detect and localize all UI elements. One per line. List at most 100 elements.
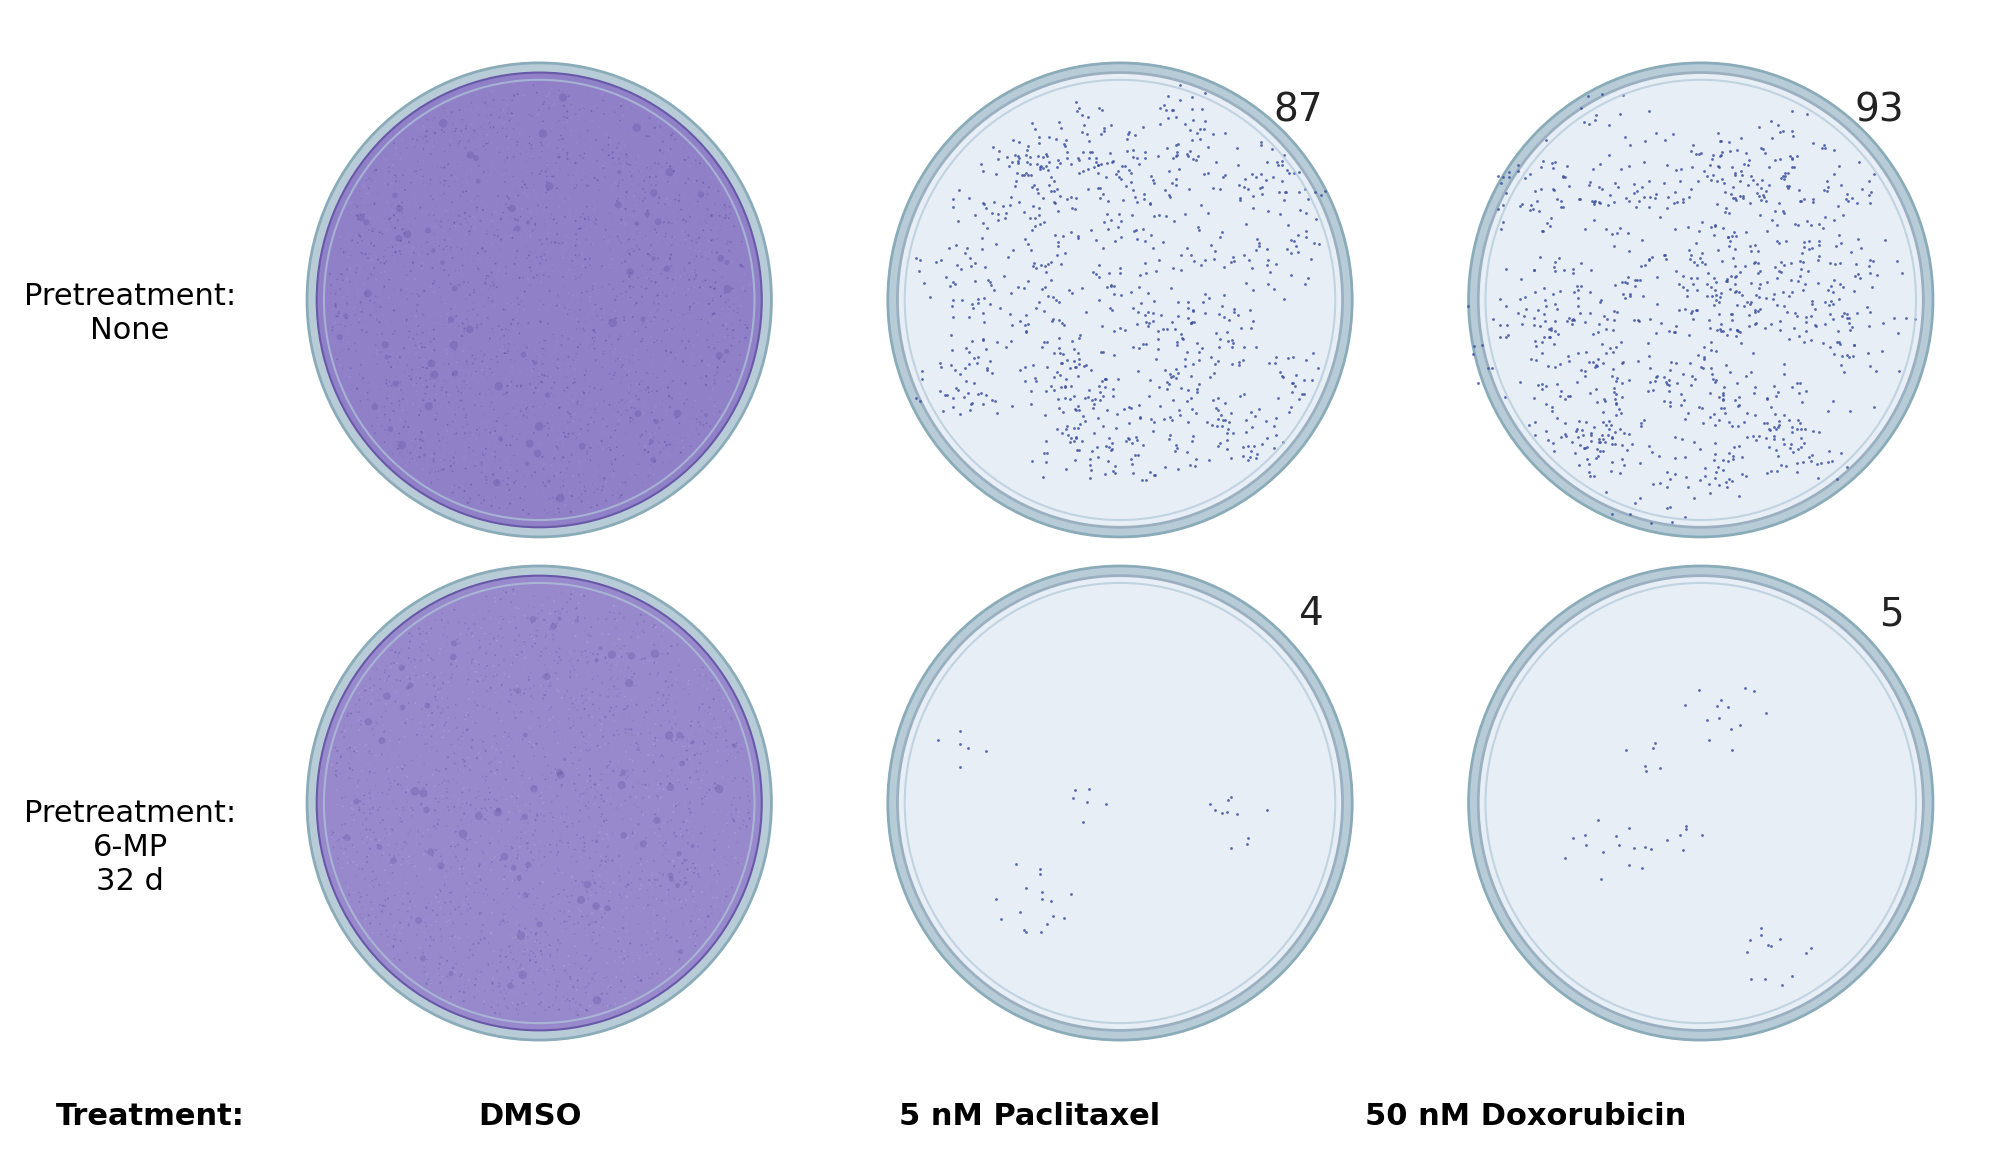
Point — [450, 711, 482, 729]
Point — [1040, 419, 1072, 438]
Point — [700, 779, 732, 798]
Point — [552, 603, 584, 621]
Point — [440, 848, 472, 866]
Point — [1562, 411, 1594, 430]
Point — [388, 672, 420, 691]
Point — [466, 397, 498, 416]
Point — [1886, 264, 1918, 282]
Point — [416, 110, 448, 129]
Point — [330, 304, 362, 323]
Point — [712, 217, 744, 236]
Point — [594, 259, 626, 277]
Point — [628, 816, 660, 835]
Point — [1290, 180, 1322, 199]
Point — [518, 947, 550, 966]
Point — [548, 483, 580, 502]
Point — [524, 315, 556, 333]
Point — [578, 621, 610, 640]
Point — [366, 868, 398, 887]
Point — [1562, 373, 1594, 391]
Point — [1600, 384, 1632, 403]
Point — [518, 175, 550, 194]
Point — [374, 358, 406, 376]
Point — [1484, 316, 1516, 334]
Point — [1584, 194, 1616, 212]
Point — [710, 327, 742, 346]
Point — [1076, 391, 1108, 410]
Point — [558, 583, 590, 601]
Point — [340, 375, 372, 394]
Point — [664, 186, 696, 204]
Point — [674, 716, 706, 735]
Point — [558, 690, 590, 708]
Point — [662, 219, 694, 238]
Point — [590, 763, 622, 781]
Point — [650, 250, 682, 268]
Point — [718, 812, 750, 830]
Point — [346, 196, 378, 215]
Point — [654, 959, 686, 978]
Point — [568, 767, 600, 786]
Point — [440, 405, 472, 424]
Point — [610, 351, 642, 369]
Point — [1200, 152, 1232, 171]
Point — [610, 885, 642, 903]
Point — [542, 614, 574, 633]
Point — [1788, 333, 1820, 352]
Point — [1038, 907, 1070, 925]
Point — [588, 707, 620, 726]
Point — [456, 115, 488, 134]
Point — [488, 344, 520, 362]
Point — [466, 388, 498, 406]
Point — [418, 211, 450, 230]
Point — [1624, 192, 1656, 210]
Point — [974, 295, 1006, 313]
Point — [434, 928, 466, 946]
Point — [648, 322, 680, 340]
Point — [474, 814, 506, 832]
Point — [1576, 192, 1608, 210]
Point — [546, 438, 578, 456]
Point — [344, 208, 376, 226]
Point — [524, 301, 556, 319]
Point — [440, 340, 472, 359]
Point — [424, 858, 456, 877]
Point — [598, 800, 630, 819]
Point — [1668, 695, 1700, 714]
Point — [954, 342, 986, 361]
Point — [674, 254, 706, 273]
Point — [478, 401, 510, 419]
Point — [686, 310, 718, 329]
Point — [1138, 174, 1170, 193]
Point — [492, 149, 524, 167]
Point — [624, 896, 656, 915]
Point — [592, 698, 624, 716]
Point — [596, 656, 628, 675]
Point — [450, 830, 482, 849]
Point — [458, 426, 490, 445]
Point — [632, 896, 664, 915]
Point — [594, 311, 626, 330]
Point — [1776, 282, 1808, 301]
Point — [350, 245, 382, 264]
Point — [640, 420, 672, 439]
Point — [572, 986, 604, 1004]
Point — [558, 467, 590, 485]
Point — [590, 125, 622, 144]
Point — [1660, 464, 1692, 483]
Point — [454, 830, 486, 849]
Point — [1584, 870, 1616, 888]
Point — [626, 313, 658, 332]
Point — [342, 771, 374, 789]
Point — [634, 115, 666, 134]
Point — [462, 244, 494, 262]
Point — [610, 658, 642, 677]
Point — [586, 851, 618, 870]
Point — [572, 121, 604, 139]
Point — [574, 383, 606, 402]
Point — [590, 886, 622, 904]
Point — [1670, 816, 1702, 835]
Point — [456, 640, 488, 658]
Point — [482, 958, 514, 976]
Point — [1838, 347, 1870, 366]
